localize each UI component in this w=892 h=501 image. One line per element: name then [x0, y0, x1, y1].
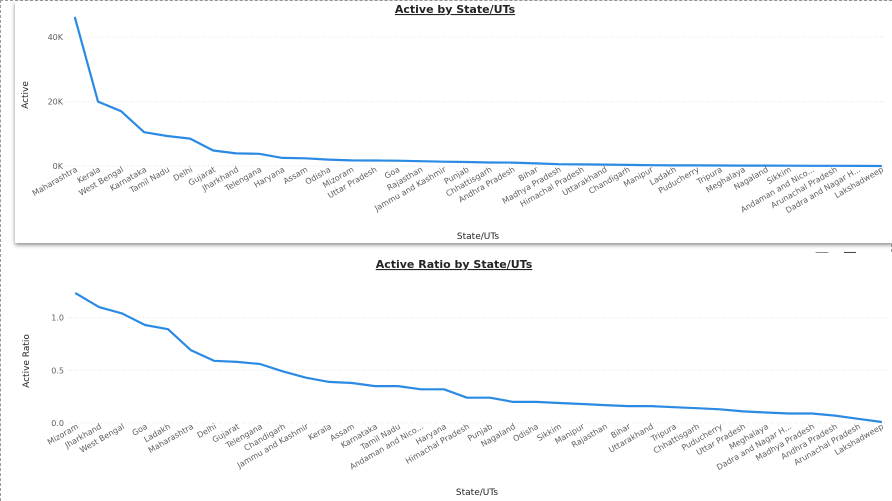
y-axis-title: Active — [21, 81, 31, 109]
y-axis-title: Active Ratio — [22, 334, 32, 388]
y-tick-label: 1.0 — [51, 314, 64, 323]
y-axis: 0.0 0.5 1.0 — [51, 314, 64, 428]
active-ratio-by-state-chart: Active Ratio by State/UTs Active Ratio S… — [22, 258, 885, 498]
active-by-state-chart: Active by State/UTs Active State/UTs 0K 2… — [21, 3, 885, 242]
series-line[interactable] — [73, 16, 883, 168]
y-tick-label: 0K — [53, 162, 64, 171]
y-axis: 0K 20K 40K — [48, 33, 64, 171]
gridlines — [68, 317, 885, 424]
y-tick-label: 20K — [48, 98, 64, 107]
x-tick-label: Kerala — [307, 422, 333, 442]
active-by-state-visual[interactable]: Active by State/UTs Active State/UTs 0K 2… — [15, 1, 892, 243]
plot-area — [74, 292, 883, 423]
active-ratio-by-state-visual[interactable]: Active Ratio by State/UTs Active Ratio S… — [1, 253, 892, 501]
x-tick-label: Odisha — [511, 422, 540, 444]
chart-title: Active by State/UTs — [395, 3, 516, 16]
chart-title: Active Ratio by State/UTs — [376, 258, 533, 271]
plot-area — [73, 16, 883, 168]
x-axis-title: State/UTs — [457, 232, 499, 242]
y-tick-label: 0.5 — [51, 366, 64, 375]
gridlines — [67, 36, 885, 167]
x-axis-title: State/UTs — [456, 488, 498, 498]
series-line[interactable] — [74, 292, 883, 423]
y-tick-label: 40K — [48, 33, 64, 42]
y-tick-label: 0.0 — [51, 419, 64, 428]
